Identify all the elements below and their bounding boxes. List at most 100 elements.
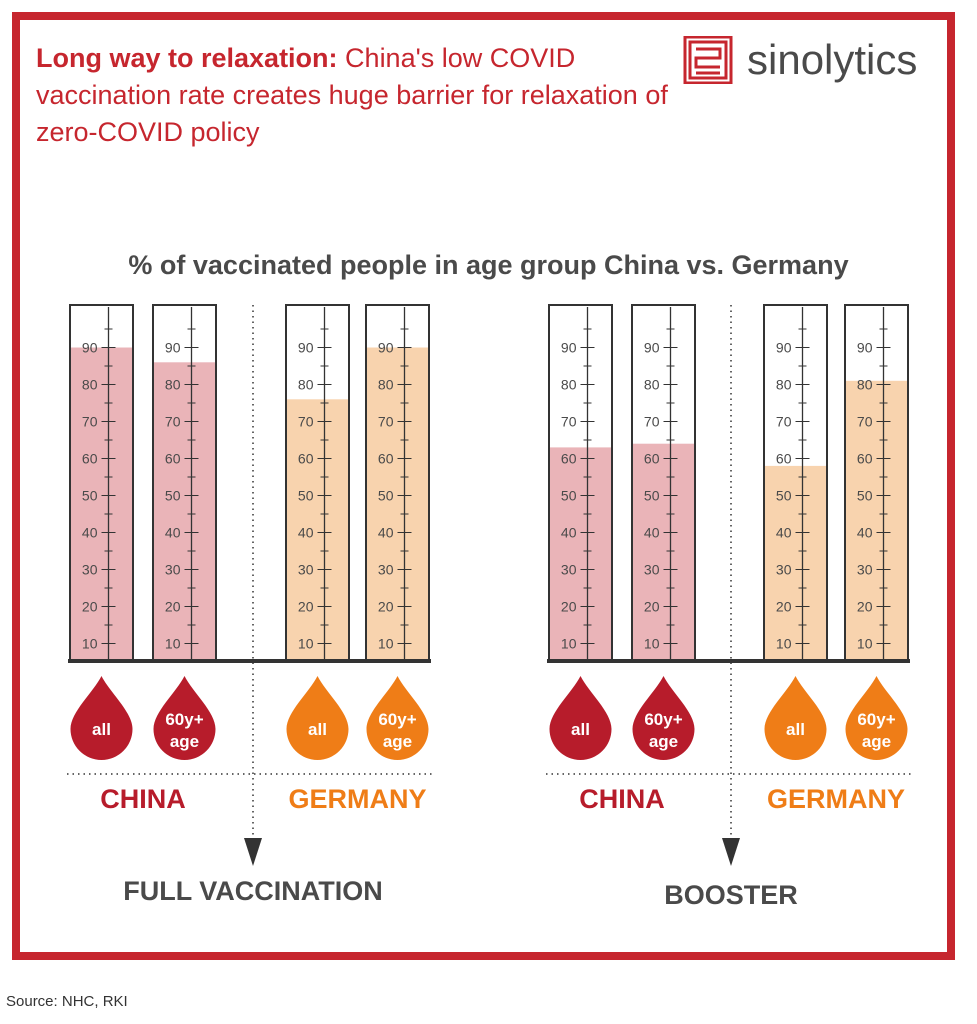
tick-label: 60: [857, 451, 873, 467]
drop-label: all: [308, 720, 327, 739]
source-note: Source: NHC, RKI: [6, 993, 128, 1010]
tick-label: 10: [857, 636, 873, 652]
tick-label: 70: [857, 414, 873, 430]
tick-label: 40: [857, 525, 873, 541]
drop-icon: [764, 676, 827, 760]
tick-label: 90: [82, 340, 98, 356]
tick-label: 20: [561, 599, 577, 615]
tick-label: 30: [165, 562, 181, 578]
tick-label: 80: [165, 377, 181, 393]
tick-label: 90: [776, 340, 792, 356]
tick-label: 50: [165, 488, 181, 504]
tick-label: 80: [561, 377, 577, 393]
tick-label: 20: [857, 599, 873, 615]
bar-china-60plus: 10 20 30 40 50 60 70 80 90 60y+ age: [631, 304, 696, 760]
bar-fill: [287, 399, 348, 661]
tick-label: 50: [857, 488, 873, 504]
tick-label: 40: [82, 525, 98, 541]
tick-label: 30: [378, 562, 394, 578]
tick-label: 30: [776, 562, 792, 578]
tick-label: 80: [644, 377, 660, 393]
tick-label: 20: [776, 599, 792, 615]
tick-label: 20: [82, 599, 98, 615]
country-label-china: CHINA: [579, 784, 665, 814]
group-booster: 10 20 30 40 50 60 70 80 90 all 10 20 30 40 50 60 70 80 90 6…: [546, 304, 913, 910]
drop-label: all: [92, 720, 111, 739]
tick-label: 80: [857, 377, 873, 393]
tick-label: 60: [378, 451, 394, 467]
bar-china-60plus: 10 20 30 40 50 60 70 80 90 60y+ age: [152, 304, 217, 761]
drop-icon: [286, 676, 349, 760]
tick-label: 50: [298, 488, 314, 504]
tick-label: 80: [298, 377, 314, 393]
tick-label: 70: [82, 414, 98, 430]
tick-label: 60: [165, 451, 181, 467]
bar-germany-60plus: 10 20 30 40 50 60 70 80 90 60y+ age: [844, 304, 909, 760]
tick-label: 70: [644, 414, 660, 430]
headline: Long way to relaxation: China's low COVI…: [36, 40, 676, 151]
tick-label: 80: [82, 377, 98, 393]
chart-title: % of vaccinated people in age group Chin…: [128, 250, 849, 280]
tick-label: 70: [165, 414, 181, 430]
tick-label: 40: [165, 525, 181, 541]
tick-label: 50: [378, 488, 394, 504]
tick-label: 30: [857, 562, 873, 578]
tick-label: 50: [644, 488, 660, 504]
tick-label: 10: [561, 636, 577, 652]
group-label: FULL VACCINATION: [123, 876, 382, 906]
bar-germany-all: 10 20 30 40 50 60 70 80 90 all: [285, 304, 350, 760]
drop-icon: [845, 676, 908, 760]
tick-label: 70: [561, 414, 577, 430]
tick-label: 60: [561, 451, 577, 467]
tick-label: 20: [165, 599, 181, 615]
tick-label: 30: [644, 562, 660, 578]
sinolytics-logo: sinolytics: [683, 35, 947, 85]
bar-fill: [550, 447, 611, 661]
bar-china-all: 10 20 30 40 50 60 70 80 90 all: [69, 304, 134, 761]
tick-label: 40: [644, 525, 660, 541]
tick-label: 30: [298, 562, 314, 578]
tick-label: 70: [378, 414, 394, 430]
headline-rest: China's low COVID vaccination rate creat…: [36, 43, 668, 147]
tick-label: 20: [298, 599, 314, 615]
tick-label: 40: [298, 525, 314, 541]
tick-label: 40: [378, 525, 394, 541]
country-label-germany: GERMANY: [288, 784, 426, 814]
bar-fill: [633, 443, 694, 661]
drop-label: 60y+ age: [378, 710, 416, 751]
arrow-down-icon: [244, 838, 262, 866]
country-label-china: CHINA: [100, 784, 186, 814]
tick-label: 60: [776, 451, 792, 467]
tick-label: 20: [378, 599, 394, 615]
tick-label: 70: [776, 414, 792, 430]
tick-label: 60: [298, 451, 314, 467]
bar-fill: [846, 380, 907, 661]
tick-label: 10: [378, 636, 394, 652]
tick-label: 90: [378, 340, 394, 356]
drop-icon: [549, 676, 612, 760]
country-label-germany: GERMANY: [767, 784, 905, 814]
drop-label: all: [571, 720, 590, 739]
headline-bold: Long way to relaxation:: [36, 43, 338, 73]
tick-label: 90: [857, 340, 873, 356]
tick-label: 50: [82, 488, 98, 504]
tick-label: 80: [378, 377, 394, 393]
tick-label: 20: [644, 599, 660, 615]
bar-fill: [71, 347, 132, 661]
tick-label: 60: [644, 451, 660, 467]
tick-label: 90: [561, 340, 577, 356]
tick-label: 90: [165, 340, 181, 356]
drop-icon: [632, 676, 695, 760]
drop-label: 60y+ age: [165, 710, 203, 751]
tick-label: 10: [82, 636, 98, 652]
tick-label: 10: [165, 636, 181, 652]
drop-icon: [70, 676, 133, 761]
bar-fill: [765, 465, 826, 661]
tick-label: 90: [298, 340, 314, 356]
tick-label: 10: [298, 636, 314, 652]
drop-icon: [153, 676, 216, 761]
bar-fill: [367, 347, 428, 661]
tick-label: 40: [776, 525, 792, 541]
tick-label: 10: [776, 636, 792, 652]
